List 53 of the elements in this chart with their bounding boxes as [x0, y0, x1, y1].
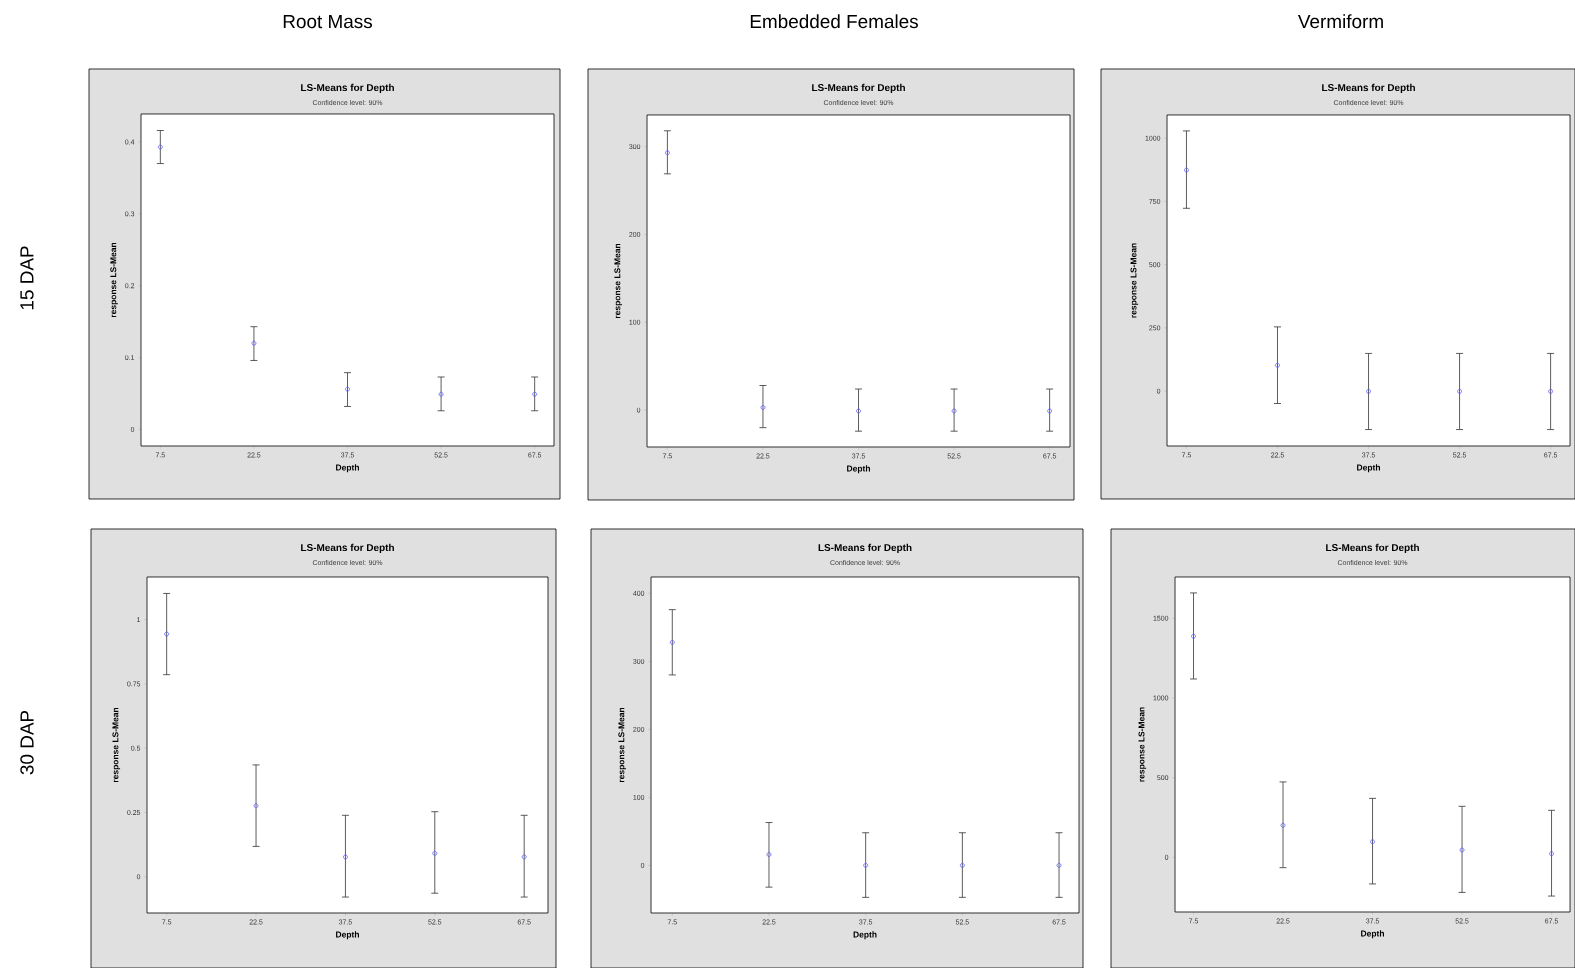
point	[863, 862, 869, 868]
y-axis-title: response LS-Mean	[110, 242, 118, 318]
point	[164, 631, 170, 637]
point	[1056, 862, 1062, 868]
chart-title: LS-Means for Depth	[301, 83, 394, 94]
point	[1549, 851, 1554, 857]
point	[521, 854, 527, 860]
point	[1047, 408, 1053, 414]
text: Root Mass	[283, 14, 373, 29]
point	[1370, 839, 1375, 845]
point	[343, 854, 348, 860]
point	[1275, 362, 1280, 368]
point	[669, 639, 675, 645]
point	[438, 391, 444, 397]
point	[856, 408, 861, 414]
point	[251, 340, 257, 346]
point	[1280, 822, 1286, 828]
x-axis-title: Depth	[336, 464, 359, 473]
point	[432, 850, 438, 856]
point	[1366, 388, 1371, 394]
point	[1548, 388, 1554, 394]
point	[1459, 847, 1465, 853]
point	[951, 408, 957, 414]
chart-title: LS-Means for Depth	[818, 543, 912, 554]
x-axis-title: Depth	[336, 931, 359, 940]
point	[766, 852, 772, 857]
y-axis-title: response LS-Mean	[1130, 243, 1139, 318]
x-axis-title: Depth	[1357, 464, 1380, 473]
y-axis-title: response LS-Mean	[614, 243, 623, 319]
text: Vermiform	[1297, 14, 1383, 29]
text: 15 DAP	[20, 246, 34, 310]
x-axis-title: Depth	[847, 465, 870, 474]
point	[760, 405, 766, 410]
y-axis-title: response LS-Mean	[618, 707, 627, 783]
x-axis-title: Depth	[1361, 930, 1384, 939]
point	[345, 386, 350, 392]
chart-title: LS-Means for Depth	[1326, 543, 1419, 554]
y-axis-title: response LS-Mean	[1138, 707, 1147, 782]
chart-title: LS-Means for Depth	[301, 543, 394, 554]
chart-title: LS-Means for Depth	[1322, 83, 1415, 94]
point	[1184, 167, 1189, 173]
point	[1191, 633, 1196, 639]
text: 30 DAP	[20, 710, 34, 775]
y-axis-title: response LS-Mean	[112, 707, 121, 783]
x-axis-title: Depth	[853, 931, 877, 940]
point	[157, 144, 163, 150]
point	[959, 862, 965, 868]
chart-title: LS-Means for Depth	[812, 83, 905, 94]
text: Embedded Females	[750, 14, 918, 29]
point	[532, 391, 538, 397]
point	[665, 150, 670, 156]
point	[1457, 388, 1462, 394]
point	[253, 803, 259, 809]
